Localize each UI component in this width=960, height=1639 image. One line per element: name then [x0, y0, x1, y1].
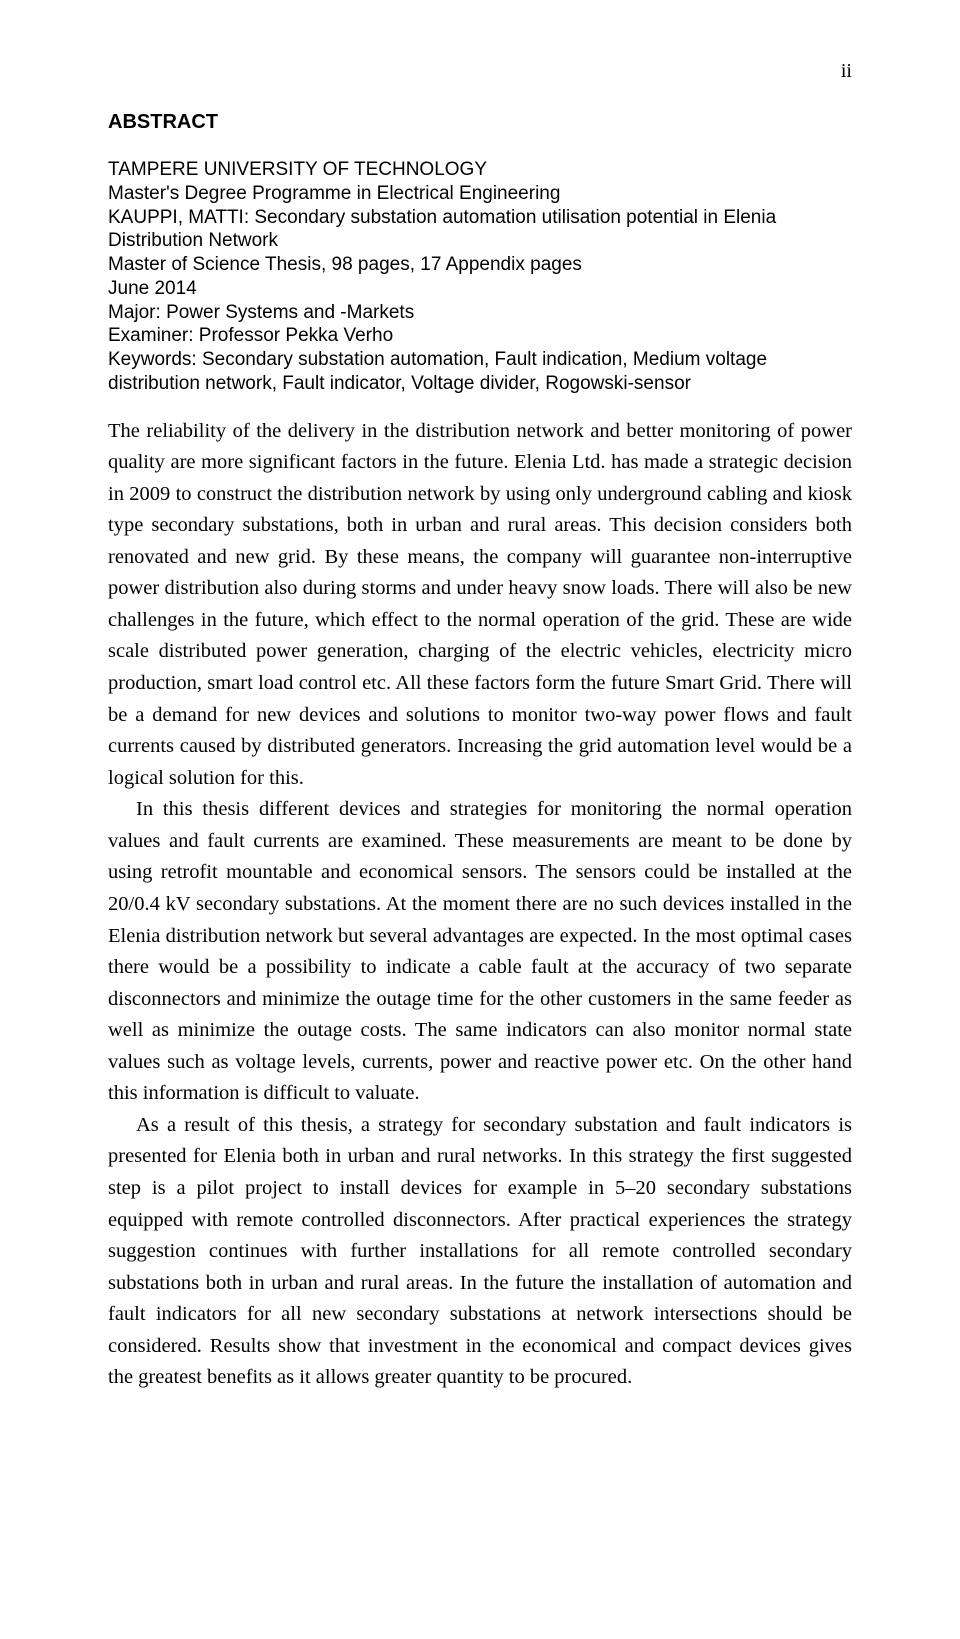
- meta-author-title: KAUPPI, MATTI: Secondary substation auto…: [108, 206, 852, 254]
- meta-date: June 2014: [108, 277, 852, 301]
- paragraph-2: In this thesis different devices and str…: [108, 794, 852, 1110]
- meta-examiner: Examiner: Professor Pekka Verho: [108, 324, 852, 348]
- meta-keywords: Keywords: Secondary substation automatio…: [108, 348, 852, 396]
- abstract-metadata: TAMPERE UNIVERSITY OF TECHNOLOGY Master'…: [108, 158, 852, 396]
- meta-university: TAMPERE UNIVERSITY OF TECHNOLOGY: [108, 158, 852, 182]
- meta-thesis: Master of Science Thesis, 98 pages, 17 A…: [108, 253, 852, 277]
- paragraph-1: The reliability of the delivery in the d…: [108, 416, 852, 795]
- paragraph-3: As a result of this thesis, a strategy f…: [108, 1110, 852, 1394]
- abstract-heading: ABSTRACT: [108, 111, 852, 134]
- meta-major: Major: Power Systems and -Markets: [108, 301, 852, 325]
- page-number: ii: [108, 60, 852, 83]
- abstract-body: The reliability of the delivery in the d…: [108, 416, 852, 1394]
- meta-programme: Master's Degree Programme in Electrical …: [108, 182, 852, 206]
